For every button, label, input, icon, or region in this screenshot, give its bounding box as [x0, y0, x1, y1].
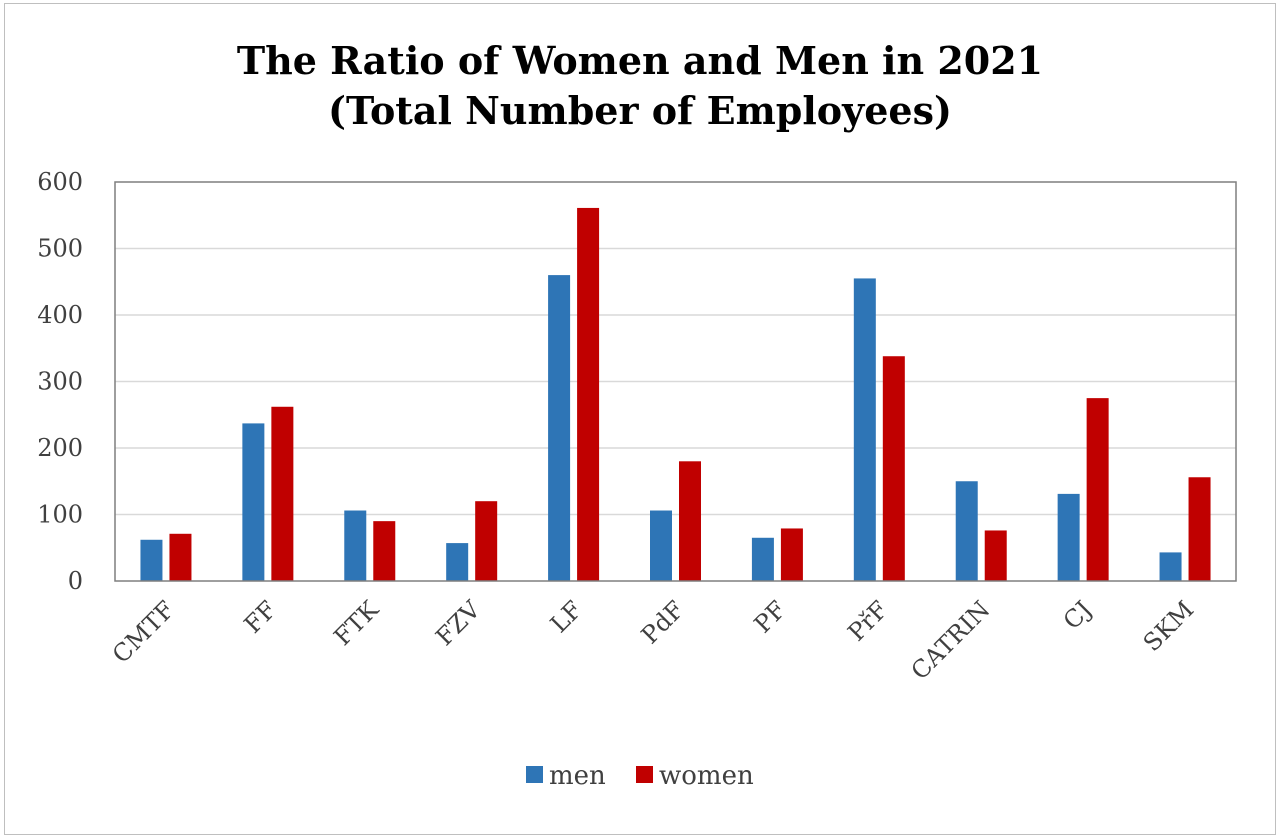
bars [140, 207, 1211, 581]
x-tick-label: PdF [636, 595, 690, 649]
bar-men [140, 539, 163, 581]
x-tick-label: PřF [842, 595, 893, 646]
bar-women [1086, 398, 1109, 581]
axes: 0 100 200 300 400 500 600 CMTF FF FTK FZV LF PdF PF Př… [37, 168, 1237, 685]
y-tick-label: 200 [37, 434, 83, 462]
bar-women [780, 528, 803, 581]
gridlines [115, 247, 1236, 516]
bar-women [169, 533, 192, 581]
y-tick-label: 400 [37, 301, 83, 329]
bar-men [1057, 493, 1080, 581]
bar-women [475, 501, 498, 581]
x-tick-label: PF [749, 595, 792, 638]
bar-women [271, 406, 294, 581]
y-tick-label: 500 [37, 235, 83, 263]
y-tick-label: 600 [37, 168, 83, 196]
bar-men [344, 510, 367, 581]
x-tick-label: SKM [1138, 595, 1199, 656]
legend-label-women: women [659, 761, 754, 791]
bar-women [1188, 477, 1211, 581]
legend: men women [526, 761, 754, 791]
bar-women [882, 356, 905, 581]
x-tick-label: LF [545, 595, 588, 638]
x-tick-label: CATRIN [906, 595, 996, 685]
x-tick-label: CMTF [107, 595, 180, 668]
x-tick-label: FTK [328, 595, 384, 651]
legend-swatch-men [526, 766, 543, 783]
chart-title-line-1: The Ratio of Women and Men in 2021 [237, 38, 1043, 83]
bar-men [446, 543, 469, 581]
x-tick-label: CJ [1058, 595, 1098, 635]
bar-women [984, 530, 1007, 581]
plot-area-border [114, 181, 1237, 582]
x-tick-label: FF [239, 595, 282, 638]
legend-label-men: men [549, 761, 606, 791]
bar-women [679, 461, 701, 581]
bar-men [650, 510, 672, 581]
x-tick-label: FZV [430, 595, 486, 651]
bar-men [242, 423, 265, 581]
bar-men [548, 275, 571, 581]
bar-women [373, 521, 396, 581]
bar-women [577, 207, 600, 581]
y-tick-label: 300 [37, 368, 83, 396]
y-tick-label: 0 [68, 567, 83, 595]
bar-men [1159, 552, 1182, 581]
legend-swatch-women [636, 766, 653, 783]
y-tick-label: 100 [37, 501, 83, 529]
bar-men [751, 537, 774, 581]
chart-frame [4, 3, 1276, 835]
bar-men [955, 481, 978, 581]
chart-title-line-2: (Total Number of Employees) [328, 88, 952, 133]
bar-men [853, 278, 876, 581]
